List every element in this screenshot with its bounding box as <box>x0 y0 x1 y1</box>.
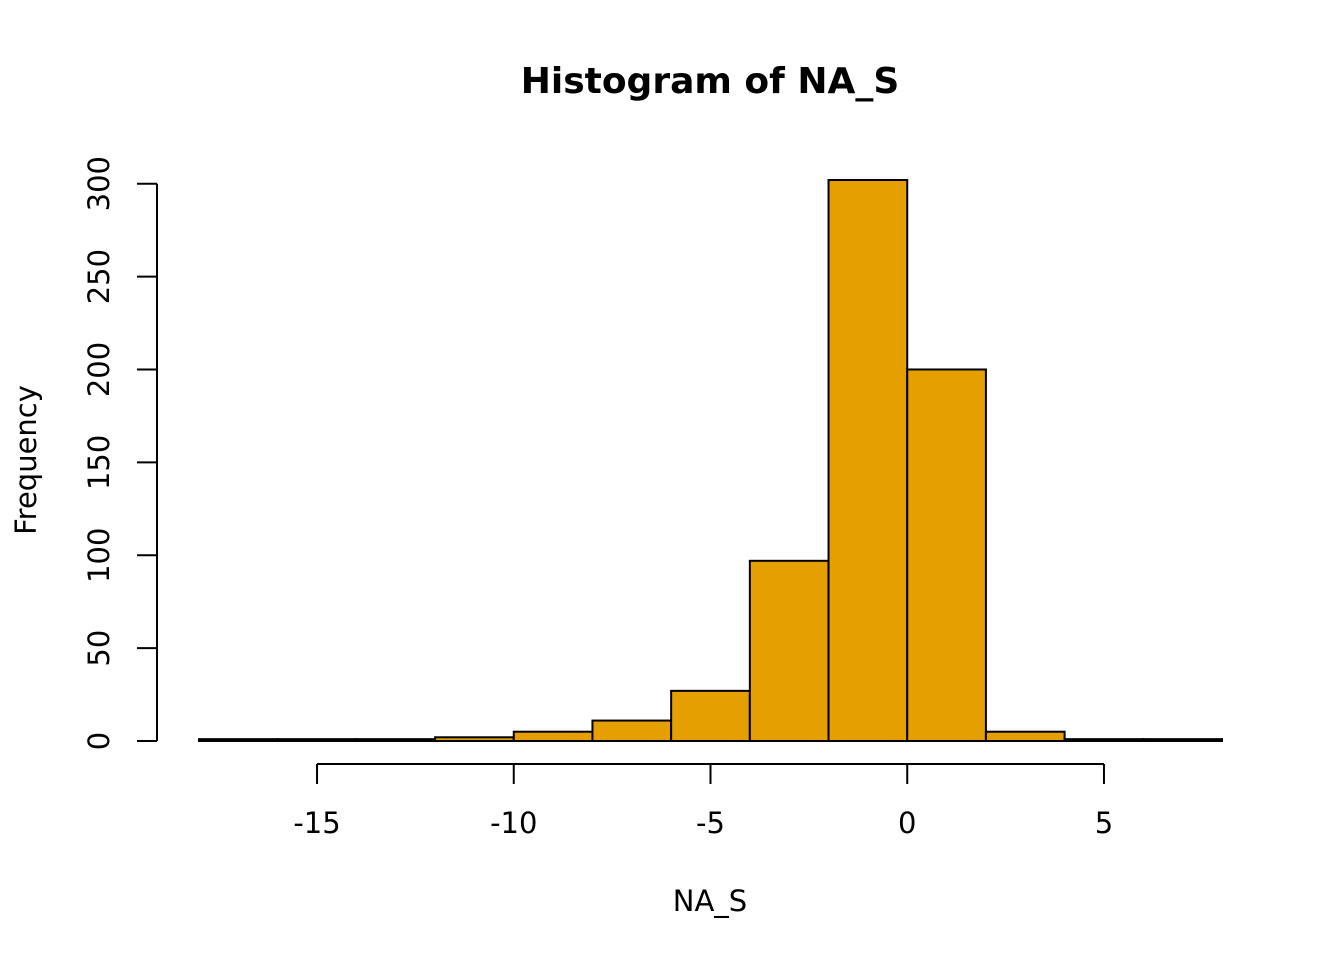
histogram-bar <box>355 738 437 743</box>
histogram-bar <box>276 738 358 743</box>
chart-title: Histogram of NA_S <box>521 61 900 102</box>
y-tick-label: 250 <box>82 249 116 304</box>
x-axis: -15 -10 -5 0 5 <box>293 763 1113 840</box>
histogram-bar <box>512 730 594 742</box>
histogram-bar <box>984 730 1066 742</box>
histogram-bar <box>906 368 987 742</box>
y-tick-label: 300 <box>82 156 116 211</box>
histogram-bar <box>198 738 279 743</box>
x-axis-label: NA_S <box>673 884 747 918</box>
x-tick-label: -15 <box>293 806 340 840</box>
y-tick-label: 50 <box>82 630 116 667</box>
x-tick-label: 0 <box>898 806 916 840</box>
y-axis-label: Frequency <box>9 385 43 535</box>
x-tick-label: 5 <box>1095 806 1113 840</box>
histogram-bar <box>591 719 673 742</box>
histogram-bar <box>748 559 830 743</box>
y-axis: 0 50 100 150 200 250 300 <box>82 156 158 750</box>
y-tick-label: 0 <box>82 732 116 750</box>
bars-group <box>198 179 1224 743</box>
histogram-bar <box>670 689 751 742</box>
histogram-bar <box>1063 738 1145 743</box>
histogram-bar <box>827 179 909 742</box>
x-tick-label: -10 <box>490 806 537 840</box>
histogram-bar <box>1142 738 1224 743</box>
y-tick-label: 200 <box>82 342 116 397</box>
y-tick-label: 150 <box>82 435 116 490</box>
histogram-bar <box>434 736 515 743</box>
y-tick-label: 100 <box>82 528 116 583</box>
x-tick-label: -5 <box>696 806 725 840</box>
